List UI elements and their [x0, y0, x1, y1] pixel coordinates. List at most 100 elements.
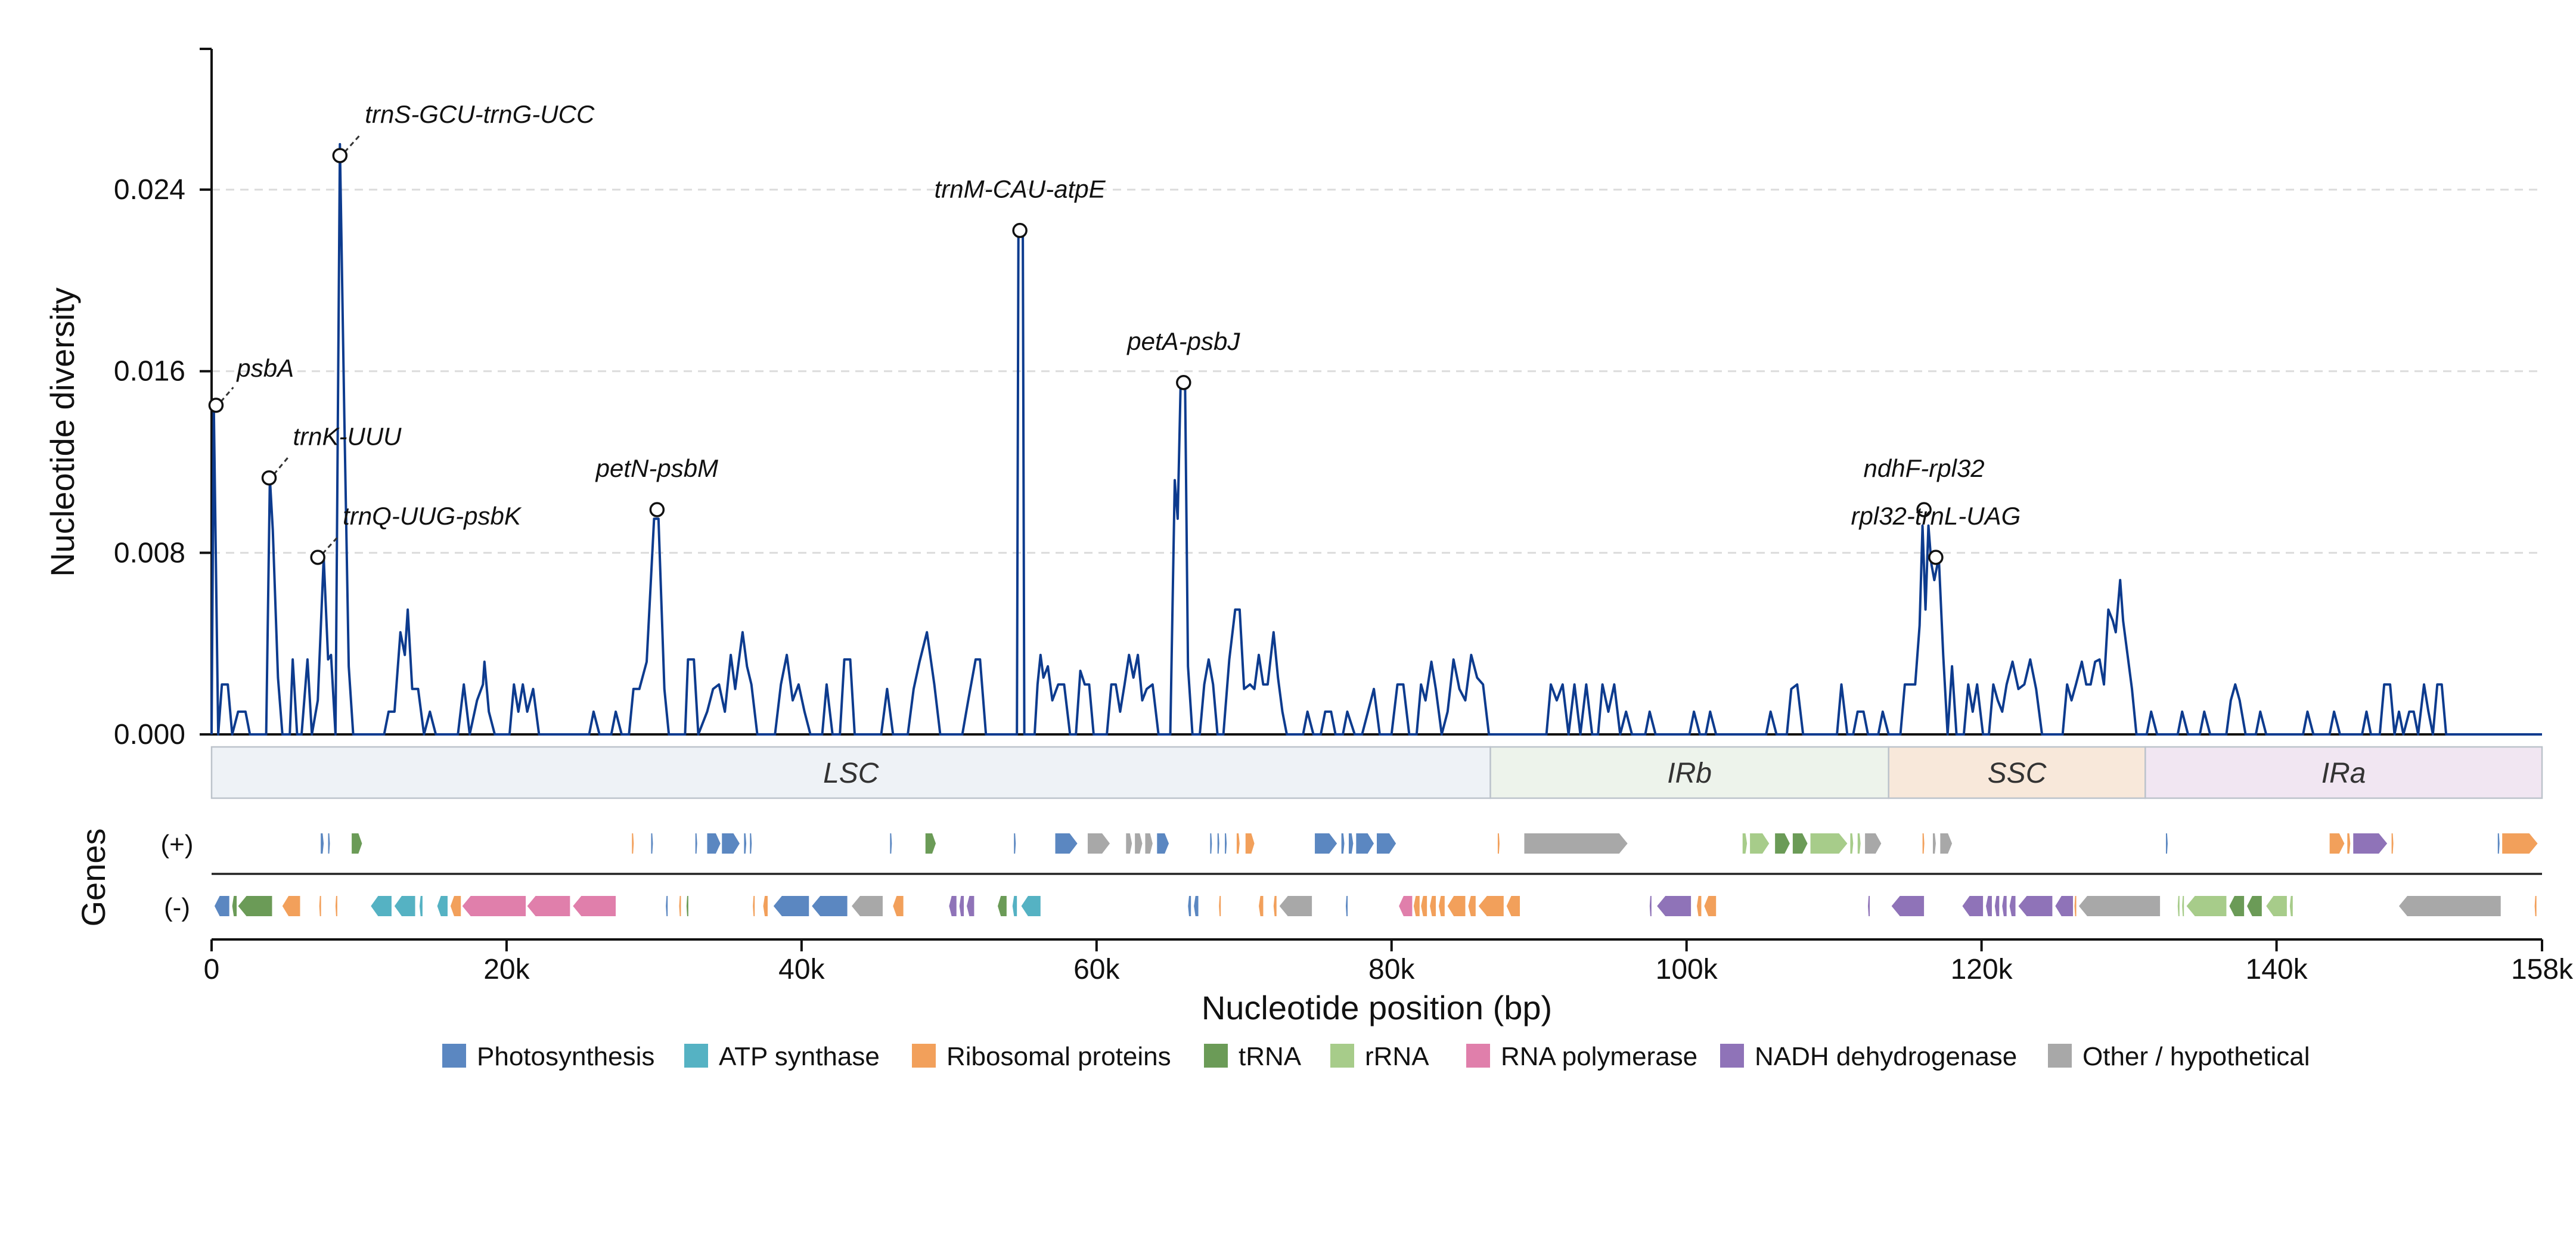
- gene-plus: [1792, 833, 1808, 854]
- x-axis-title: Nucleotide position (bp): [1202, 989, 1552, 1026]
- gene-plus: [1940, 833, 1953, 854]
- gene-minus: [437, 896, 448, 916]
- legend-swatch: [684, 1044, 708, 1068]
- gene-plus: [1145, 833, 1153, 854]
- gene-minus: [1346, 896, 1348, 916]
- gene-minus: [1219, 896, 1221, 916]
- legend-label: rRNA: [1365, 1042, 1429, 1071]
- x-tick-label: 60k: [1073, 954, 1120, 985]
- gene-plus: [632, 833, 634, 854]
- diversity-line: [210, 142, 2542, 736]
- gene-minus: [967, 896, 974, 916]
- gene-plus: [328, 833, 330, 854]
- region-label: IRa: [2321, 758, 2366, 789]
- legend-label: Other / hypothetical: [2082, 1042, 2310, 1071]
- peak-label: ndhF-rpl32: [1864, 454, 1985, 482]
- peak-label: psbA: [235, 354, 294, 382]
- region-label: SSC: [1988, 758, 2047, 789]
- x-axis: 0 20k 40k 60k 80k 100k 120k 140k 158k: [204, 938, 2574, 985]
- gene-minus: [232, 896, 237, 916]
- gene-plus: [2347, 833, 2351, 854]
- gene-minus: [812, 896, 848, 916]
- gene-minus: [282, 896, 300, 916]
- gene-minus: [2177, 896, 2180, 916]
- legend-swatch: [1204, 1044, 1228, 1068]
- gene-minus: [1438, 896, 1445, 916]
- plus-strand-label: (+): [161, 830, 194, 859]
- gene-minus: [527, 896, 570, 916]
- gene-plus: [1341, 833, 1345, 854]
- x-tick-label: 120k: [1951, 954, 2013, 985]
- gene-minus: [319, 896, 321, 916]
- gene-minus: [1649, 896, 1652, 916]
- gene-plus: [2391, 833, 2394, 854]
- gene-minus: [763, 896, 768, 916]
- gene-plus: [890, 833, 892, 854]
- legend-swatch: [2048, 1044, 2072, 1068]
- gene-plus: [1210, 833, 1212, 854]
- peak-marker: [208, 398, 224, 413]
- gene-minus: [1273, 896, 1277, 916]
- y-axis-title: Nucleotide diversity: [44, 287, 81, 577]
- region-block: [1888, 746, 2146, 799]
- region-label: LSC: [823, 758, 879, 789]
- gene-minus: [214, 896, 229, 916]
- annotation-leader-line: [322, 534, 340, 554]
- y-tick-label: 0.024: [114, 174, 185, 206]
- gene-minus: [2398, 896, 2501, 916]
- annotation-leader-line: [273, 455, 290, 475]
- legend-label: RNA polymerase: [1501, 1042, 1697, 1071]
- gene-minus: [1868, 896, 1870, 916]
- gene-plus: [925, 833, 936, 854]
- gene-minus: [1891, 896, 1925, 916]
- gene-minus: [1506, 896, 1520, 916]
- peak-label: trnQ-UUG-psbK: [343, 502, 522, 530]
- legend-label: NADH dehydrogenase: [1755, 1042, 2017, 1071]
- axes: 0.000 0.008 0.016 0.024: [114, 48, 2542, 750]
- y-tick-label: 0.016: [114, 356, 185, 387]
- gene-minus: [371, 896, 392, 916]
- gene-minus: [1478, 896, 1504, 916]
- legend-swatch: [1466, 1044, 1490, 1068]
- gene-plus: [2329, 833, 2345, 854]
- gene-minus: [2247, 896, 2262, 916]
- gene-plus: [651, 833, 653, 854]
- gene-minus: [666, 896, 668, 916]
- gene-minus: [998, 896, 1007, 916]
- gene-minus: [2009, 896, 2016, 916]
- gene-plus: [750, 833, 752, 854]
- gene-minus: [1399, 896, 1413, 916]
- gene-plus: [1810, 833, 1848, 854]
- gene-minus: [1259, 896, 1264, 916]
- genome-regions-bar: LSC IRb SSC IRa: [210, 746, 2543, 799]
- gene-minus: [1021, 896, 1041, 916]
- gene-minus: [773, 896, 809, 916]
- legend-label: Photosynthesis: [477, 1042, 654, 1071]
- peak-marker: [1176, 375, 1191, 390]
- legend-label: tRNA: [1239, 1042, 1302, 1071]
- gene-plus: [744, 833, 747, 854]
- gene-minus: [1421, 896, 1427, 916]
- gene-plus: [1157, 833, 1169, 854]
- legend-swatch: [912, 1044, 936, 1068]
- gene-plus: [1524, 833, 1628, 854]
- x-tick-label: 0: [204, 954, 220, 985]
- gene-plus: [2502, 833, 2538, 854]
- gene-tracks: [212, 833, 2542, 916]
- gene-minus: [2002, 896, 2007, 916]
- annotation-leader-line: [344, 132, 362, 153]
- legend-label: ATP synthase: [719, 1042, 880, 1071]
- legend-swatch: [442, 1044, 466, 1068]
- legend: Photosynthesis ATP synthase Ribosomal prot…: [442, 1042, 2310, 1071]
- peak-label: petA-psbJ: [1126, 327, 1240, 355]
- gene-plus: [1857, 833, 1861, 854]
- peak-marker: [1012, 222, 1028, 238]
- gene-minus: [1657, 896, 1692, 916]
- region-block: [210, 746, 1491, 799]
- y-tick-label: 0.000: [114, 719, 185, 750]
- gene-plus: [1356, 833, 1374, 854]
- diversity-series-line: [210, 142, 2542, 736]
- gene-minus: [1430, 896, 1436, 916]
- gene-plus: [1865, 833, 1882, 854]
